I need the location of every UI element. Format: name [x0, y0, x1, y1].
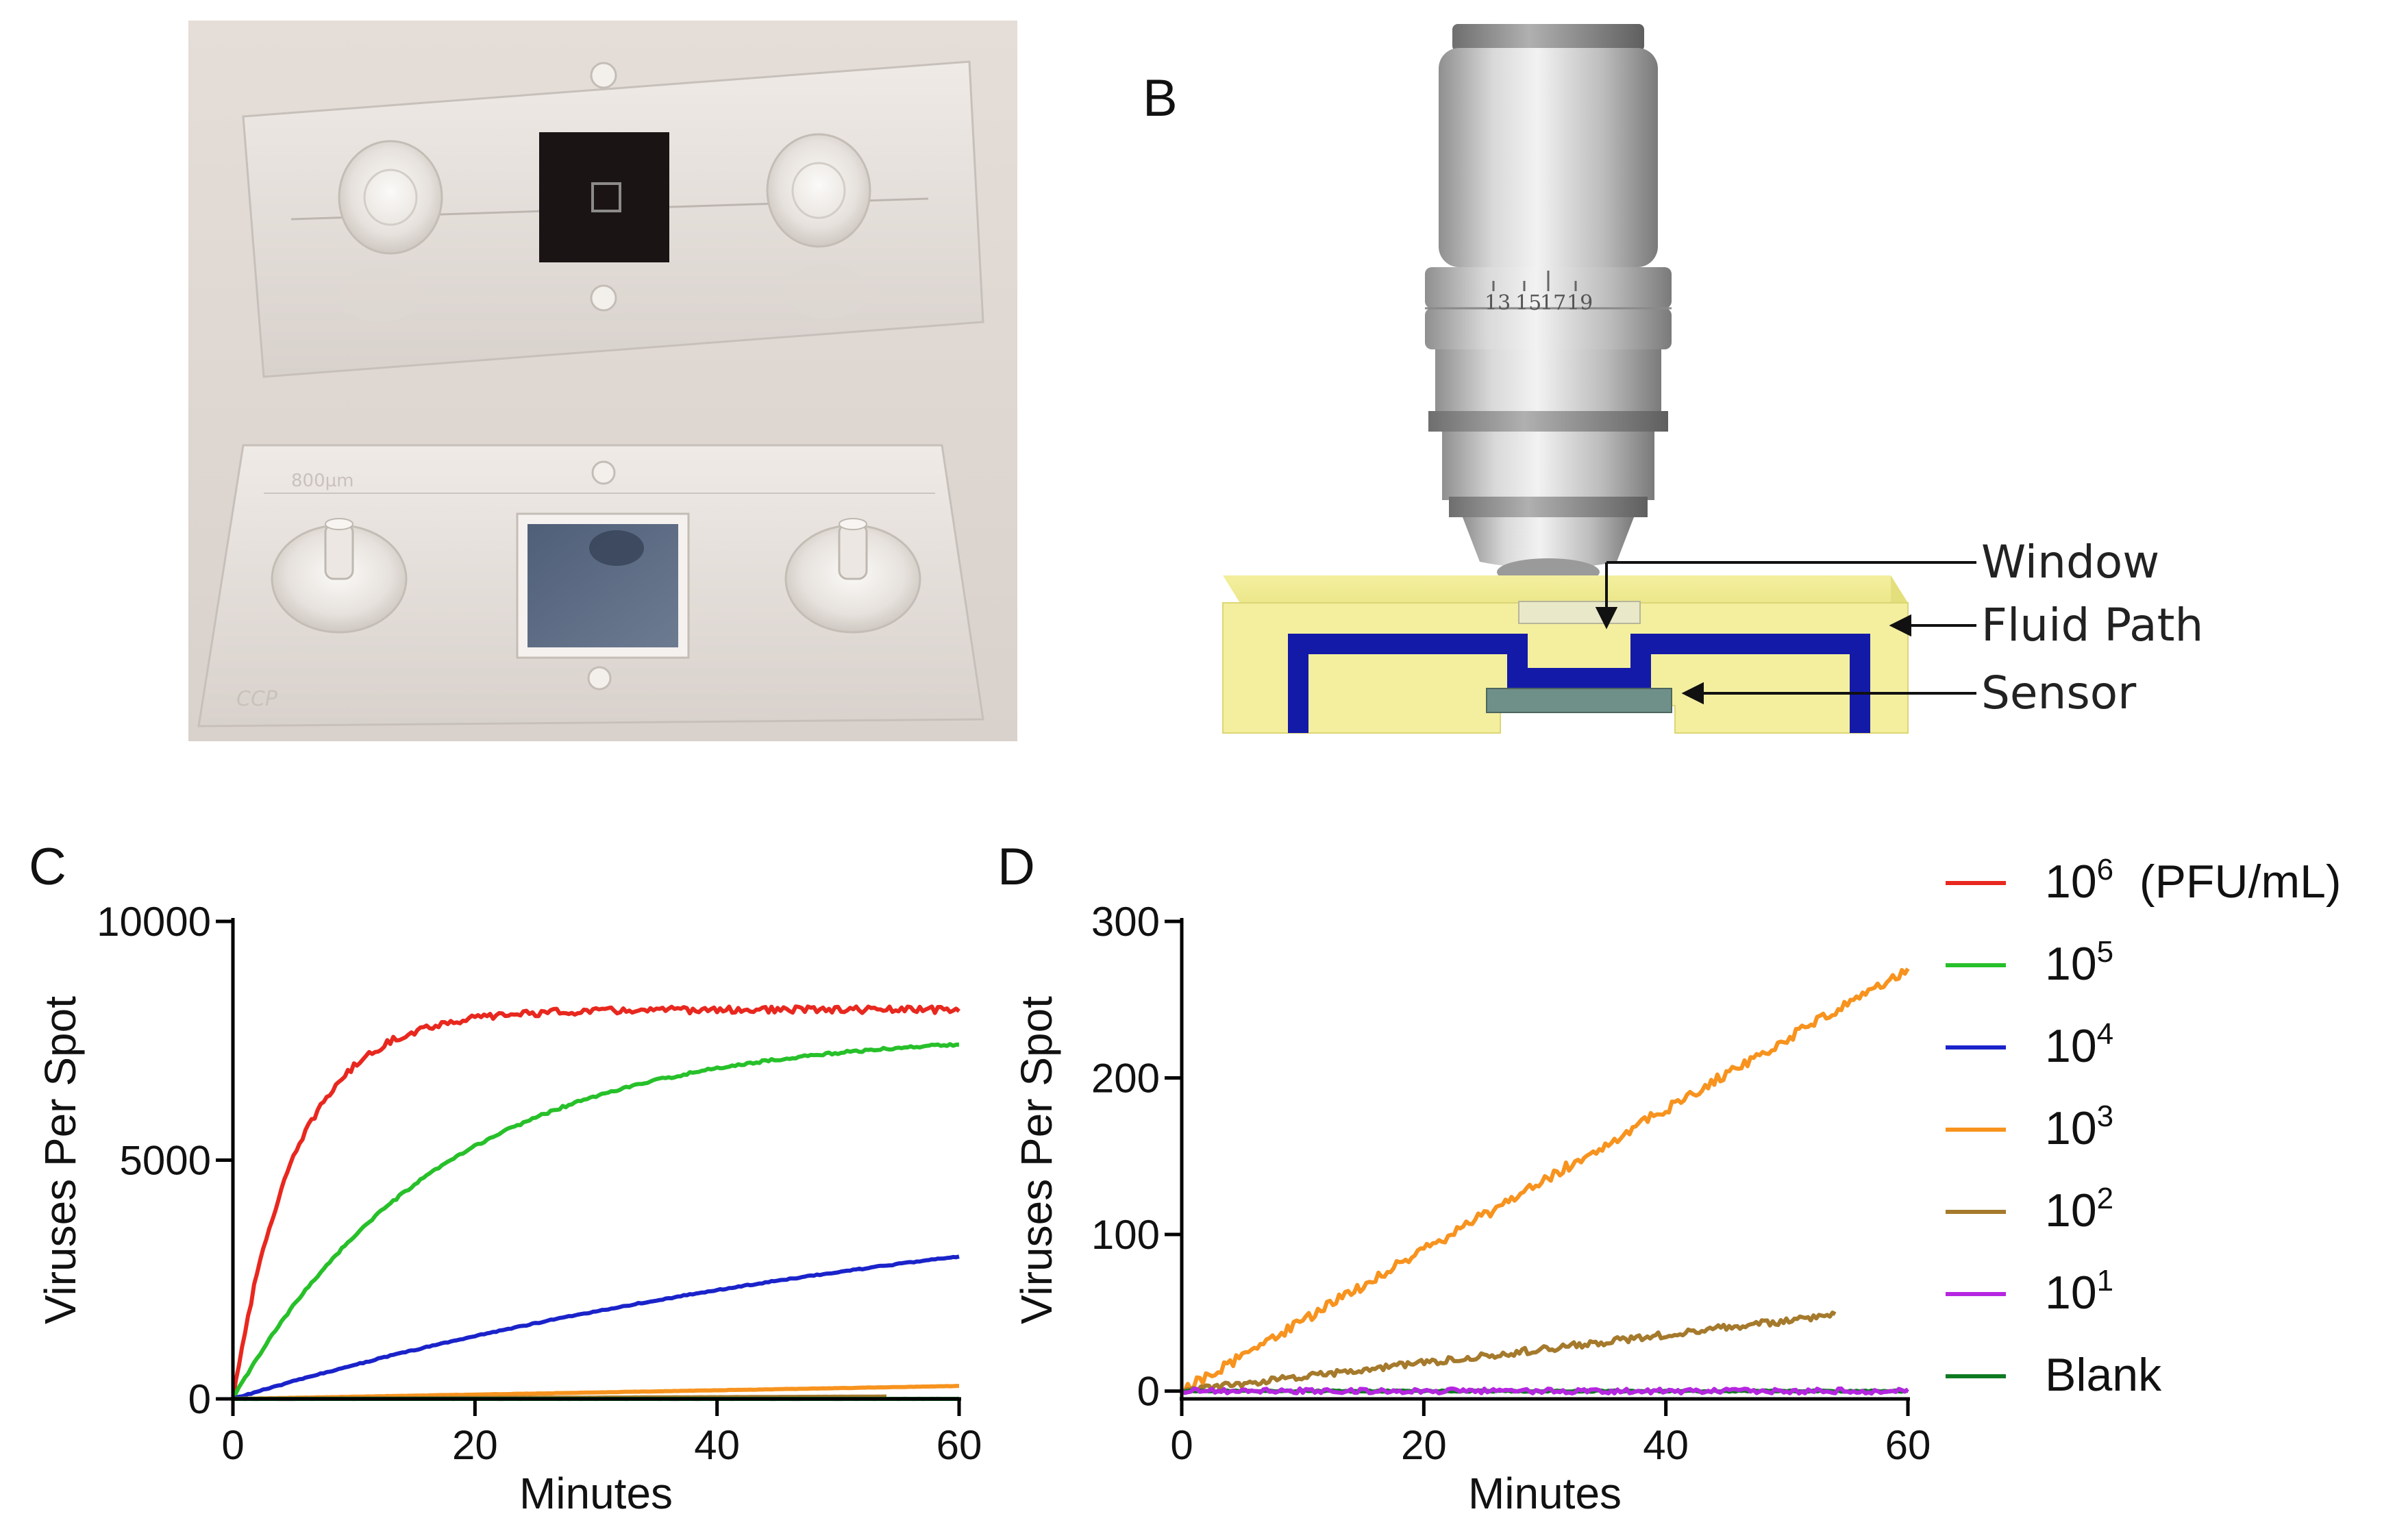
legend-swatch	[1946, 1292, 2006, 1296]
callouts	[1595, 561, 1976, 705]
dial-tick-17: 17	[1540, 291, 1566, 315]
legend-label: 104	[2045, 1017, 2114, 1073]
series-line-10e2	[1182, 1311, 1837, 1393]
flow-cell-schematic: 13 15 17 19 Window Fluid Path Sensor	[1222, 24, 2203, 734]
x-axis-title: Minutes	[519, 1469, 673, 1518]
y-tick-label: 300	[1091, 899, 1160, 945]
upper-chip	[242, 60, 984, 378]
dial-tick-13: 13	[1485, 291, 1511, 315]
legend-swatch	[1946, 963, 2006, 967]
legend-label: Blank	[2045, 1349, 2162, 1401]
callout-window: Window	[1981, 536, 2159, 588]
x-axis-title: Minutes	[1468, 1469, 1622, 1518]
dial-tick-19: 19	[1567, 291, 1593, 315]
legend-swatch	[1946, 881, 2006, 885]
upper-sensor-chip	[539, 132, 669, 262]
panel-label-d: D	[997, 838, 1035, 896]
series-line-10e3	[1182, 967, 1910, 1393]
legend-label: 101	[2045, 1264, 2114, 1319]
legend-label: 103	[2045, 1100, 2114, 1155]
chart-c: 0 5000 10000 0 20 40 60 Minutes Viruses Per Spot	[36, 899, 982, 1518]
series-line-10e4	[232, 1254, 960, 1401]
dial-tick-15: 15	[1515, 291, 1541, 315]
legend-item-1e2: 102	[1946, 1178, 2384, 1247]
y-axis-title: Viruses Per Spot	[36, 996, 85, 1324]
x-tick-label: 40	[694, 1422, 740, 1468]
legend-item-1e6: 106 (PFU/mL)	[1946, 849, 2384, 918]
legend-swatch	[1946, 1128, 2006, 1132]
chip-photo: 800µm CCP	[188, 21, 1017, 741]
y-tick-label: 0	[188, 1376, 211, 1422]
x-tick-label: 40	[1643, 1422, 1689, 1468]
x-tick-label: 20	[452, 1422, 498, 1468]
y-axis-title: Viruses Per Spot	[1012, 996, 1061, 1324]
focus-dial-ticks	[1492, 271, 1577, 291]
x-tick-label: 60	[1885, 1422, 1931, 1468]
y-tick-label: 0	[1137, 1369, 1160, 1415]
callout-sensor: Sensor	[1981, 667, 2137, 719]
legend-item-blank: Blank	[1946, 1343, 2384, 1411]
callout-fluid-path: Fluid Path	[1981, 599, 2203, 651]
x-tick-label: 60	[936, 1422, 982, 1468]
legend-swatch	[1946, 1374, 2006, 1378]
y-tick-label: 100	[1091, 1212, 1160, 1258]
legend-item-1e1: 101	[1946, 1260, 2384, 1329]
x-tick-label: 0	[221, 1422, 244, 1468]
microscope-objective: 13 15 17 19	[1425, 24, 1672, 586]
x-tick-label: 20	[1401, 1422, 1447, 1468]
legend-item-1e4: 104	[1946, 1014, 2384, 1082]
legend-item-1e5: 105	[1946, 932, 2384, 1000]
chart-d: 0 100 200 300 0 20 40 60 Minutes Viruses Per Spot	[1012, 899, 1931, 1518]
series-line-10e1	[1180, 1386, 1909, 1396]
legend-label: 105	[2045, 935, 2114, 991]
lower-chip-mark-top: 800µm	[291, 471, 354, 491]
y-tick-label: 5000	[120, 1138, 211, 1184]
lower-chip-mark-bottom: CCP	[236, 687, 278, 711]
legend-swatch	[1946, 1210, 2006, 1214]
window	[1518, 601, 1641, 624]
y-tick-label: 10000	[97, 899, 211, 945]
panel-label-b: B	[1143, 69, 1178, 127]
legend-label: 102	[2045, 1182, 2114, 1237]
panel-label-c: C	[29, 838, 66, 896]
series-line-10e5	[231, 1042, 960, 1400]
series-line-10e6	[231, 1004, 960, 1400]
legend-label: 106 (PFU/mL)	[2045, 853, 2342, 908]
sensor	[1486, 688, 1672, 713]
lower-chip: 800µm CCP	[197, 444, 984, 728]
fluid-path	[1288, 634, 1870, 733]
legend-swatch	[1946, 1045, 2006, 1050]
flow-cell-housing	[1222, 575, 1909, 734]
x-tick-label: 0	[1170, 1422, 1193, 1468]
y-tick-label: 200	[1091, 1056, 1160, 1102]
legend-item-1e3: 103	[1946, 1096, 2384, 1165]
